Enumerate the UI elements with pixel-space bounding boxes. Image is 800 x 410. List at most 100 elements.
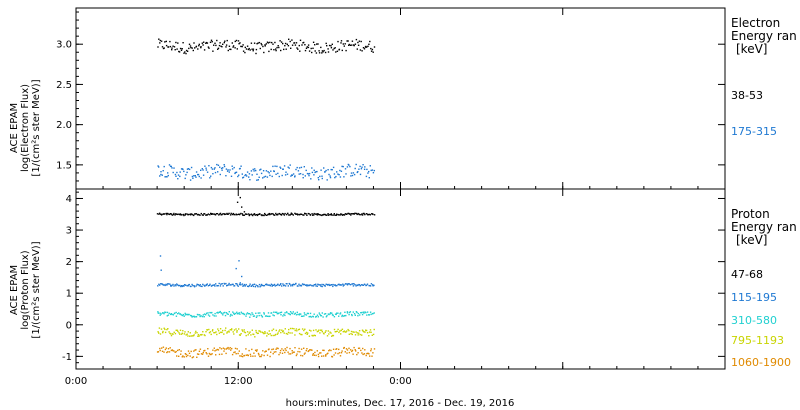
data-point [356, 213, 358, 216]
data-point [288, 328, 290, 331]
data-point [255, 329, 257, 332]
data-point [334, 176, 336, 179]
data-point [341, 165, 343, 168]
data-point [231, 42, 233, 44]
data-point [191, 213, 193, 216]
data-point [259, 286, 261, 288]
data-point [333, 354, 335, 356]
data-point [228, 282, 230, 285]
data-point [305, 284, 307, 286]
data-point [284, 285, 287, 287]
data-point [259, 355, 261, 358]
data-point [305, 331, 308, 334]
data-point [359, 165, 361, 168]
data-point [236, 48, 238, 50]
data-point [323, 349, 325, 352]
data-point [173, 46, 176, 48]
data-point [266, 335, 268, 337]
data-point [372, 213, 374, 216]
data-point [208, 315, 211, 317]
data-point [214, 350, 216, 352]
data-point [264, 315, 267, 317]
data-point [298, 173, 300, 175]
data-point [363, 312, 365, 314]
data-point [241, 45, 243, 48]
data-point [335, 313, 337, 316]
data-point [262, 170, 265, 172]
data-point [359, 314, 361, 316]
data-point [326, 315, 328, 317]
data-point [183, 52, 185, 54]
data-point [283, 313, 285, 316]
data-point [162, 331, 164, 334]
data-point [257, 286, 259, 288]
data-point [350, 333, 352, 335]
data-point [234, 47, 236, 49]
data-point [228, 284, 230, 286]
data-point [289, 214, 291, 216]
data-point [235, 39, 238, 42]
data-point [160, 173, 162, 176]
data-point [372, 333, 375, 336]
data-point [316, 314, 319, 316]
data-point [245, 283, 247, 286]
data-point [363, 353, 366, 355]
data-point [283, 214, 285, 216]
data-point [361, 352, 363, 354]
data-point [204, 285, 206, 287]
data-point [300, 213, 302, 215]
data-point [339, 169, 341, 172]
data-point [190, 285, 192, 288]
data-point [329, 175, 331, 177]
data-point [353, 173, 356, 176]
data-point [157, 165, 159, 167]
data-point [213, 44, 215, 46]
data-point [330, 284, 332, 286]
data-point [187, 313, 189, 316]
data-point [315, 315, 317, 318]
data-point [327, 284, 329, 286]
data-point [198, 350, 201, 352]
data-point [351, 349, 354, 352]
data-point [332, 49, 334, 51]
data-point [268, 212, 271, 215]
data-point [323, 167, 325, 169]
data-point [245, 174, 247, 176]
data-point [364, 283, 366, 286]
data-point [326, 45, 328, 47]
data-point [249, 283, 251, 285]
data-point [252, 313, 254, 316]
data-point [336, 50, 339, 52]
data-point [169, 165, 172, 167]
data-point [196, 353, 199, 355]
data-point [185, 334, 187, 336]
data-point [159, 314, 161, 316]
data-point [340, 352, 343, 354]
data-point [287, 351, 289, 353]
data-point [303, 315, 305, 317]
data-point [263, 354, 265, 357]
data-point [281, 212, 284, 215]
data-point [236, 284, 239, 286]
data-point [191, 356, 193, 359]
data-point [215, 44, 217, 47]
data-point [357, 334, 359, 336]
data-point [248, 47, 250, 50]
data-point [179, 175, 181, 178]
data-point [352, 285, 355, 287]
data-point [352, 283, 354, 285]
data-point [296, 47, 298, 49]
data-point [205, 214, 207, 216]
data-point [341, 49, 343, 52]
data-point [289, 40, 291, 43]
electron-ylabel-line-3: [1/(cm²s ster MeV)] [31, 79, 42, 176]
data-point [297, 48, 299, 50]
data-point [332, 334, 335, 337]
data-point [280, 49, 282, 52]
data-point [207, 46, 210, 48]
data-point [337, 352, 339, 355]
data-point [302, 283, 304, 286]
data-point [175, 311, 177, 314]
data-point [273, 49, 275, 51]
data-point [223, 164, 225, 166]
